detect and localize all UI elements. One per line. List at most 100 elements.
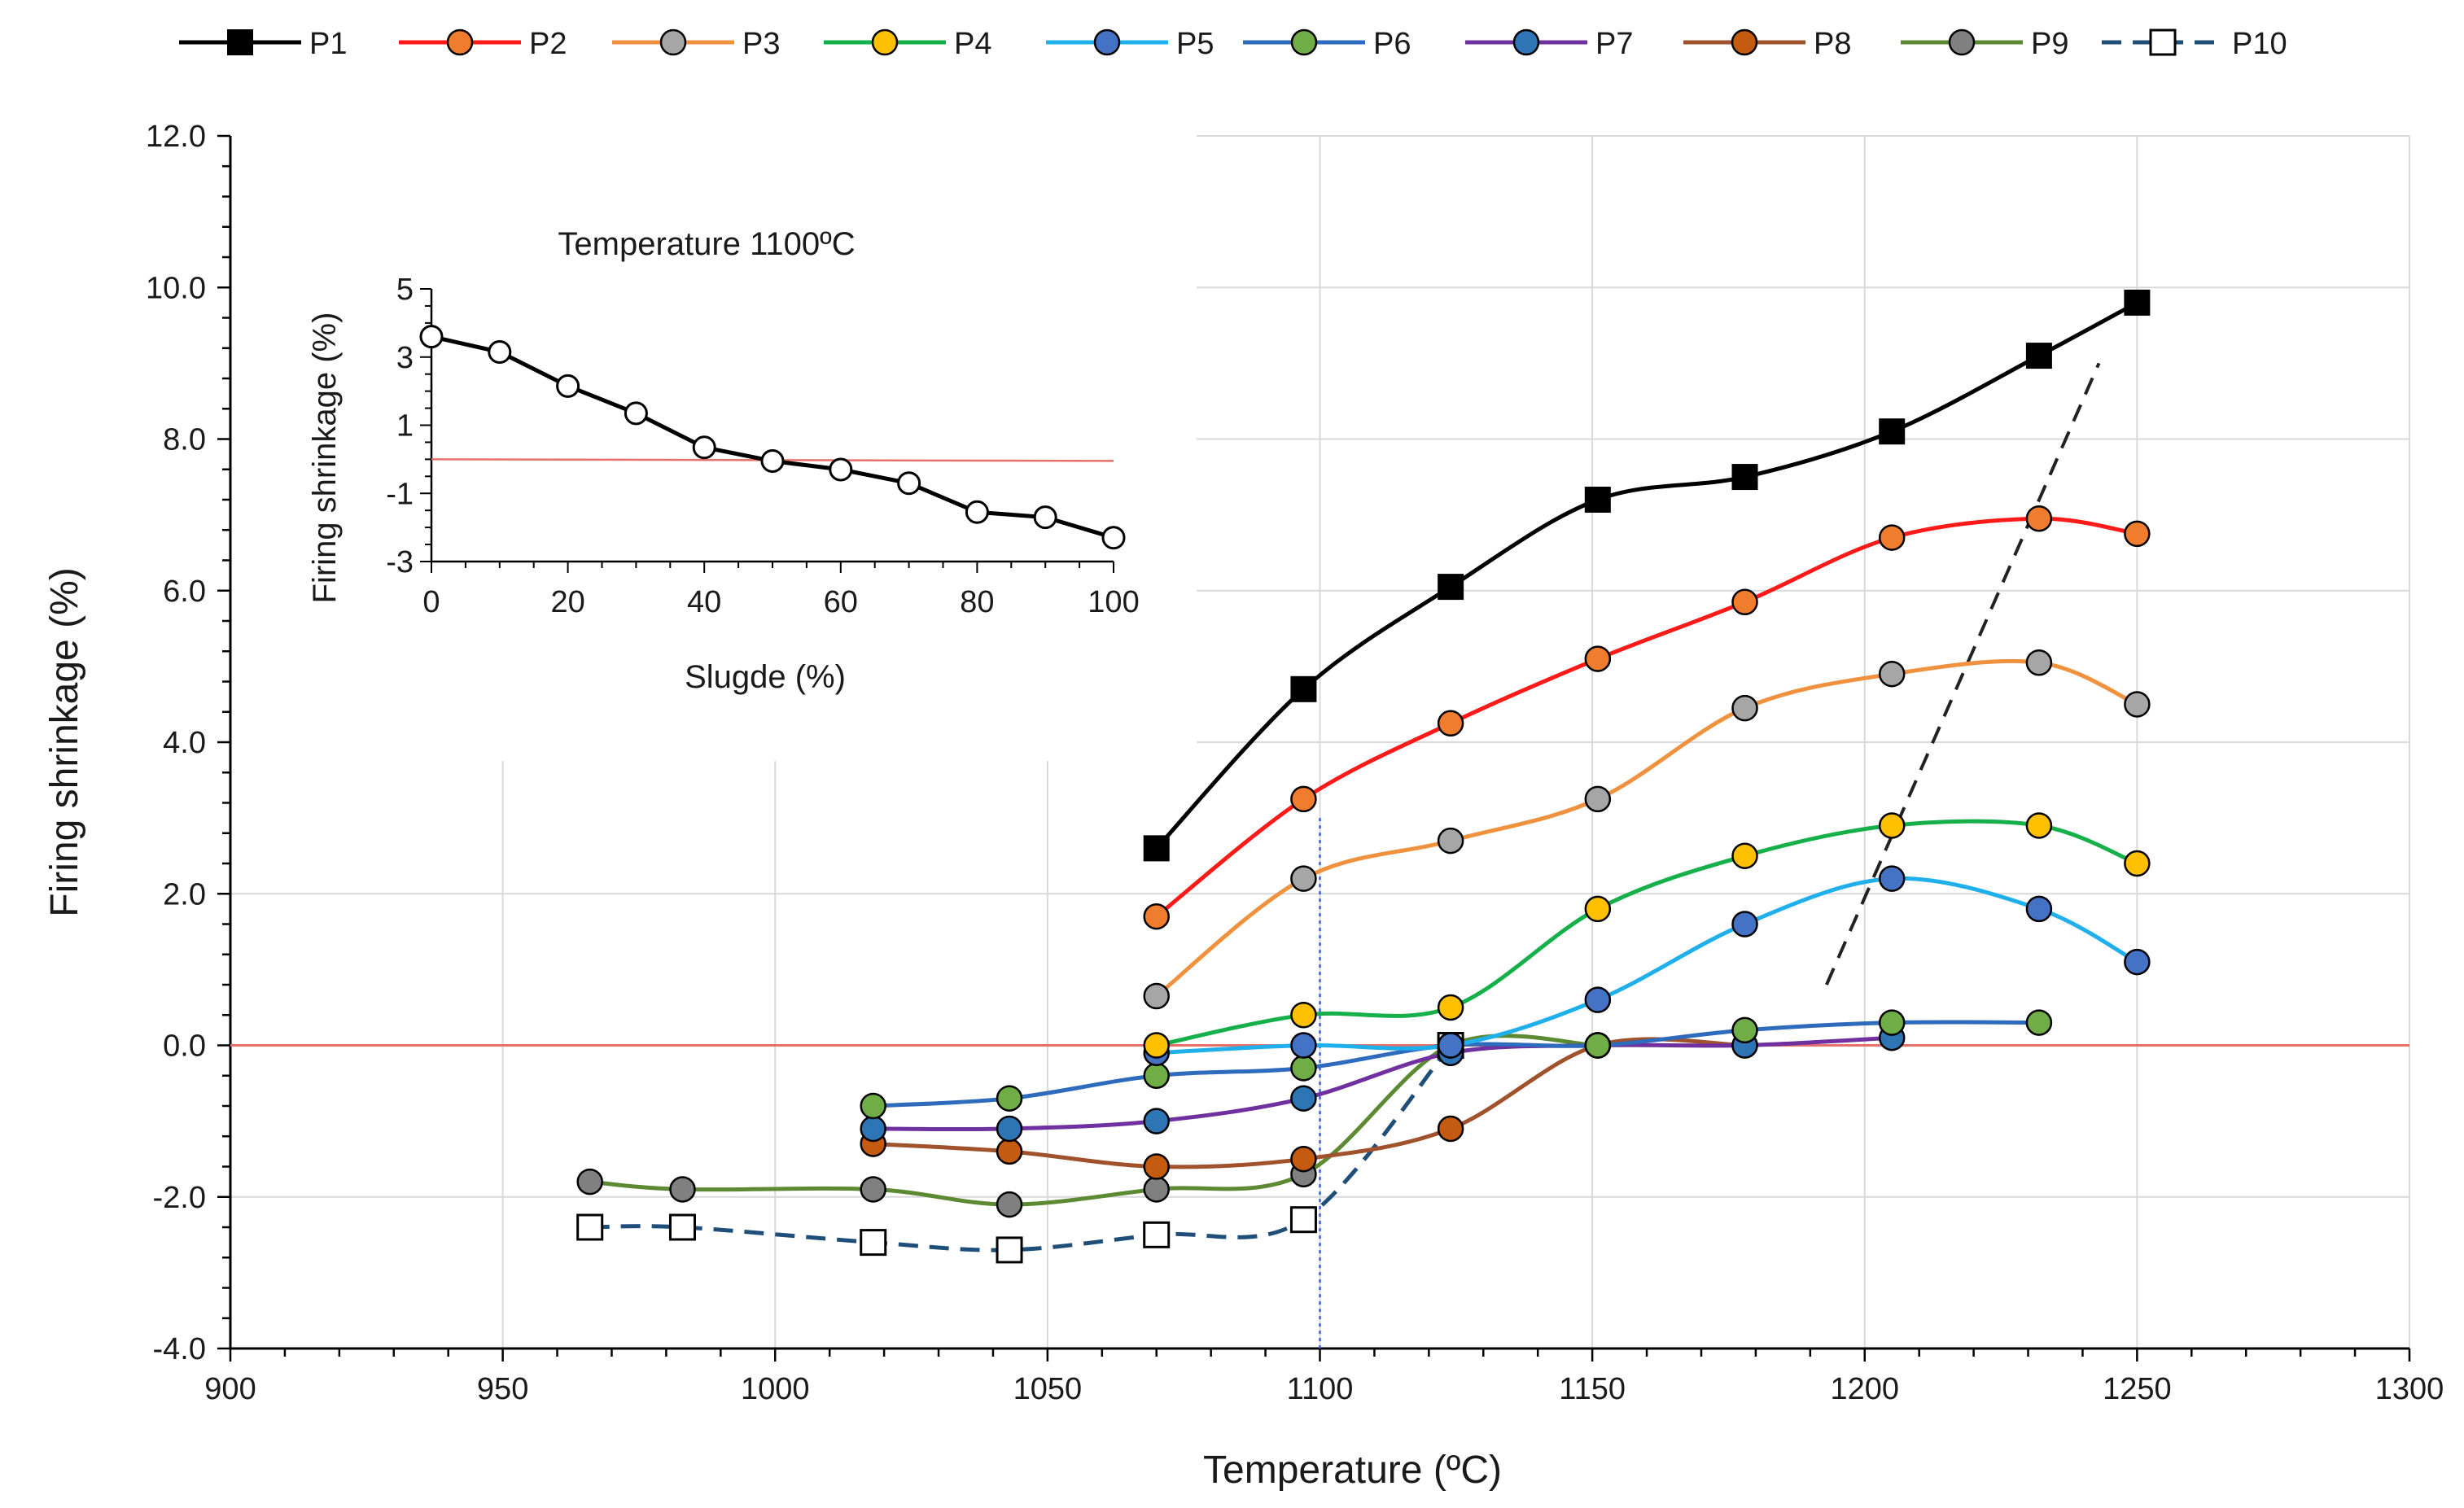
point-p5 — [2025, 895, 2053, 923]
legend-label-p2: P2 — [529, 27, 567, 61]
series-line-p5 — [1156, 876, 2138, 1056]
point-p9 — [576, 1168, 603, 1195]
point-p1 — [1438, 574, 1464, 601]
point-p7 — [1143, 1108, 1170, 1134]
legend-marker-p4 — [871, 28, 899, 56]
legend-item-p8: P8 — [1683, 27, 1851, 61]
x-tick-label: 1050 — [1013, 1372, 1083, 1406]
point-p4 — [2124, 850, 2151, 877]
point-p10 — [668, 1213, 696, 1241]
point-p2 — [1584, 645, 1612, 672]
ticks — [217, 134, 2411, 1362]
inset-x-tick-label: 0 — [422, 585, 440, 619]
inset-title: Temperature 1100ºC — [558, 226, 855, 262]
legend-item-p4: P4 — [824, 27, 991, 61]
y-tick-label: 12.0 — [146, 120, 206, 154]
legend-label-p6: P6 — [1373, 27, 1411, 61]
point-p2 — [1878, 524, 1906, 551]
y-tick-label: 8.0 — [163, 423, 206, 457]
series-line-p3 — [1155, 658, 2138, 998]
point-p8 — [1290, 1145, 1317, 1173]
inset-y-tick-label: -1 — [386, 477, 414, 511]
series-line-p2 — [1155, 516, 2138, 919]
inset-x-tick-label: 60 — [824, 585, 858, 619]
point-p5 — [1584, 986, 1612, 1013]
inset-point — [488, 339, 512, 364]
point-p2 — [2124, 520, 2151, 548]
point-p10 — [1143, 1221, 1171, 1248]
point-p5 — [2124, 948, 2151, 976]
legend-item-p10: P10 — [2102, 27, 2287, 61]
inset-x-tick-label: 40 — [687, 585, 721, 619]
y-axis-title: Firing shrinkage (%) — [43, 567, 86, 916]
point-p6 — [1143, 1062, 1170, 1089]
point-p10 — [860, 1229, 887, 1257]
point-p3 — [1290, 865, 1317, 892]
inset-point — [1033, 505, 1057, 530]
point-p4 — [1143, 1032, 1170, 1059]
inset-point — [1101, 526, 1126, 550]
point-p2 — [1437, 710, 1464, 737]
x-tick-label: 950 — [477, 1372, 528, 1406]
y-tick-label: -4.0 — [153, 1332, 206, 1366]
point-p6 — [860, 1092, 886, 1120]
y-tick-label: 2.0 — [163, 877, 206, 911]
inset-series-line — [431, 334, 1114, 540]
legend-label-p8: P8 — [1814, 27, 1851, 61]
point-p7 — [860, 1115, 886, 1143]
point-p3 — [1584, 785, 1612, 813]
series-line-p7 — [873, 1035, 1893, 1132]
inset-x-tick-label: 100 — [1088, 585, 1139, 619]
point-p1 — [1290, 675, 1317, 702]
point-p5 — [1731, 911, 1758, 938]
x-tick-label: 1300 — [2375, 1372, 2444, 1406]
inset-y-tick-label: 5 — [396, 273, 414, 307]
legend-label-p1: P1 — [309, 27, 347, 61]
point-p9 — [1143, 1176, 1170, 1203]
point-p9 — [669, 1176, 696, 1203]
point-p9 — [860, 1176, 886, 1203]
point-p6 — [1878, 1009, 1906, 1036]
inset-point — [692, 435, 716, 460]
inset-y-tick-label: -3 — [386, 545, 414, 579]
legend-label-p3: P3 — [742, 27, 780, 61]
y-tick-label: 4.0 — [163, 726, 206, 760]
x-tick-label: 1100 — [1287, 1372, 1354, 1406]
x-tick-label: 1200 — [1830, 1372, 1899, 1406]
point-p6 — [1731, 1016, 1758, 1044]
point-p8 — [996, 1138, 1023, 1165]
legend-item-p9: P9 — [1901, 27, 2068, 61]
point-p10 — [576, 1213, 604, 1241]
x-tick-label: 900 — [204, 1372, 256, 1406]
point-p8 — [1437, 1115, 1464, 1143]
point-p2 — [1290, 785, 1317, 813]
point-p3 — [2124, 691, 2151, 718]
series-line-p10 — [589, 1043, 1453, 1252]
gridlines — [230, 135, 2410, 1348]
point-p3 — [1143, 982, 1170, 1010]
point-p4 — [1437, 994, 1464, 1021]
point-p7 — [1290, 1085, 1317, 1112]
legend-item-p7: P7 — [1465, 27, 1633, 61]
point-p4 — [1290, 1002, 1317, 1029]
point-p3 — [1878, 660, 1906, 688]
legend-item-p6: P6 — [1243, 27, 1411, 61]
inset-plot: 0 20 40 60 80 100 -3 -1 1 3 5 Temperature 1100ºC Slu… — [307, 226, 1140, 695]
inset-point — [556, 374, 580, 398]
series-group — [576, 289, 2151, 1264]
point-p1 — [1879, 418, 1906, 445]
legend-label-p4: P4 — [954, 27, 991, 61]
legend-marker-p9 — [1948, 28, 1976, 56]
point-p4 — [1878, 812, 1906, 839]
point-p6 — [1584, 1032, 1612, 1059]
point-p3 — [1731, 694, 1758, 722]
y-tick-label: 6.0 — [163, 575, 206, 609]
point-p5 — [1878, 865, 1906, 892]
point-p8 — [1143, 1153, 1170, 1180]
inset-x-tick-label: 80 — [960, 585, 994, 619]
x-tick-label: 1250 — [2103, 1372, 2172, 1406]
point-p6 — [1290, 1055, 1317, 1082]
point-p6 — [2025, 1009, 2053, 1036]
inset-x-tick-label: 20 — [550, 585, 584, 619]
point-p10 — [996, 1236, 1023, 1264]
